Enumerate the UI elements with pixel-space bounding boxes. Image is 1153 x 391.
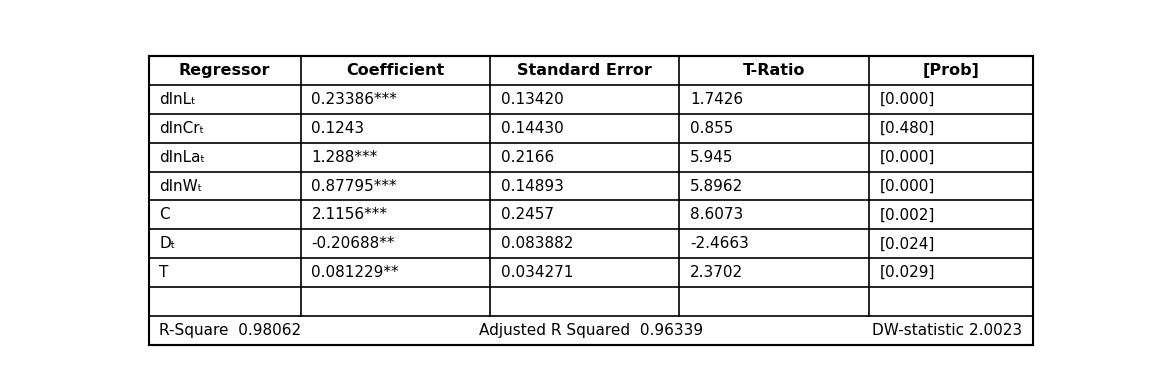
Text: 0.13420: 0.13420 (500, 92, 564, 107)
Text: 0.23386***: 0.23386*** (311, 92, 398, 107)
Text: T: T (159, 265, 168, 280)
Text: -0.20688**: -0.20688** (311, 236, 395, 251)
Text: 1.288***: 1.288*** (311, 150, 378, 165)
Text: Standard Error: Standard Error (518, 63, 653, 78)
Text: dlnWₜ: dlnWₜ (159, 179, 203, 194)
Text: 0.14893: 0.14893 (500, 179, 564, 194)
Text: [0.480]: [0.480] (880, 121, 935, 136)
Text: dlnLaₜ: dlnLaₜ (159, 150, 205, 165)
Text: [0.002]: [0.002] (880, 207, 935, 222)
Text: DW-statistic 2.0023: DW-statistic 2.0023 (873, 323, 1023, 338)
Text: C: C (159, 207, 169, 222)
Text: dlnLₜ: dlnLₜ (159, 92, 196, 107)
Text: R-Square  0.98062: R-Square 0.98062 (159, 323, 301, 338)
Text: 8.6073: 8.6073 (691, 207, 744, 222)
Text: 0.87795***: 0.87795*** (311, 179, 397, 194)
Text: 5.8962: 5.8962 (691, 179, 744, 194)
Text: 0.855: 0.855 (691, 121, 733, 136)
Text: 2.3702: 2.3702 (691, 265, 744, 280)
Text: [0.000]: [0.000] (880, 179, 935, 194)
Text: Coefficient: Coefficient (346, 63, 445, 78)
Text: 0.1243: 0.1243 (311, 121, 364, 136)
Text: -2.4663: -2.4663 (691, 236, 749, 251)
Text: 0.034271: 0.034271 (500, 265, 573, 280)
Text: 0.083882: 0.083882 (500, 236, 573, 251)
Text: 2.1156***: 2.1156*** (311, 207, 387, 222)
Text: 0.2166: 0.2166 (500, 150, 555, 165)
Text: [0.000]: [0.000] (880, 150, 935, 165)
Text: 0.081229**: 0.081229** (311, 265, 399, 280)
Text: dlnCrₜ: dlnCrₜ (159, 121, 204, 136)
Text: [0.024]: [0.024] (880, 236, 935, 251)
Text: 0.14430: 0.14430 (500, 121, 564, 136)
Text: [0.000]: [0.000] (880, 92, 935, 107)
Text: 0.2457: 0.2457 (500, 207, 553, 222)
Text: [0.029]: [0.029] (880, 265, 935, 280)
Text: T-Ratio: T-Ratio (743, 63, 805, 78)
Text: 1.7426: 1.7426 (691, 92, 744, 107)
Text: Regressor: Regressor (179, 63, 271, 78)
Text: Adjusted R Squared  0.96339: Adjusted R Squared 0.96339 (478, 323, 703, 338)
Text: Dₜ: Dₜ (159, 236, 175, 251)
Text: 5.945: 5.945 (691, 150, 733, 165)
Text: [Prob]: [Prob] (922, 63, 979, 78)
